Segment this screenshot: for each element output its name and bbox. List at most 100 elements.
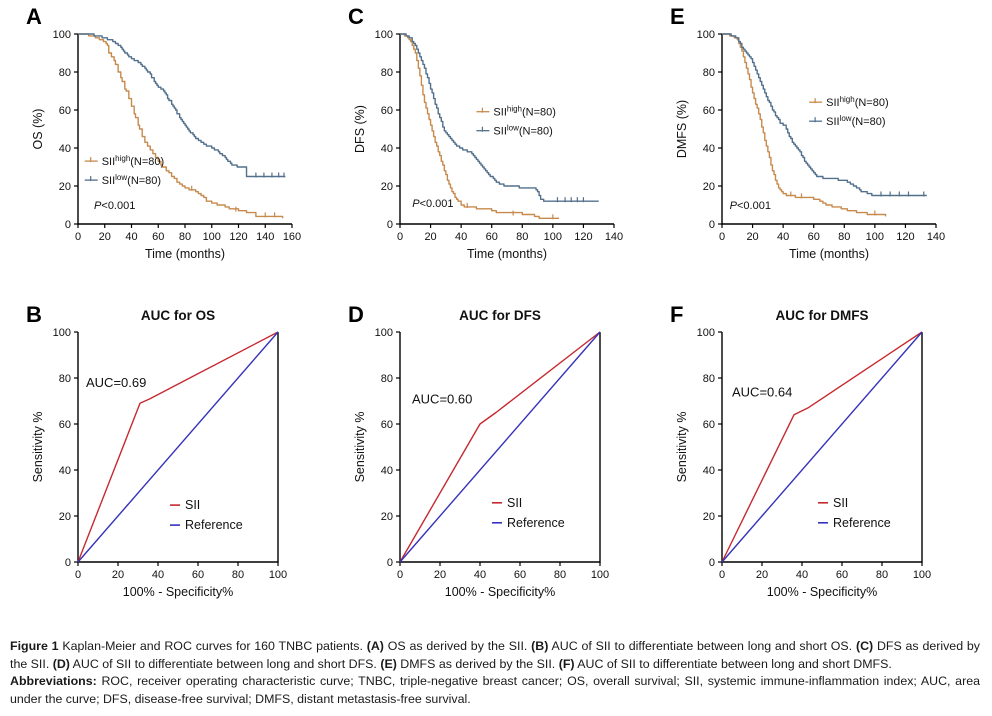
y-tick-label: 0 [387, 557, 393, 569]
x-tick-label: 40 [796, 569, 808, 581]
caption-text-segment: AUC of SII to differentiate between long… [574, 656, 892, 671]
x-tick-label: 20 [434, 569, 446, 581]
x-tick-label: 20 [756, 569, 768, 581]
axis-frame [77, 34, 292, 225]
x-tick-label: 100 [913, 569, 931, 581]
y-tick-label: 60 [703, 419, 715, 431]
y-tick-label: 100 [53, 327, 71, 339]
x-tick-label: 0 [719, 569, 725, 581]
x-tick-label: 160 [283, 231, 301, 243]
series-sii-high [78, 33, 284, 219]
caption-text-segment: ROC, receiver operating characteristic c… [10, 674, 980, 706]
x-tick-label: 0 [397, 569, 403, 581]
x-tick-label: 40 [152, 569, 164, 581]
series-sii-low [722, 33, 927, 197]
caption-main: Figure 1 Kaplan-Meier and ROC curves for… [10, 638, 980, 673]
x-axis-label: 100% - Specificity% [445, 585, 555, 599]
y-tick-label: 40 [703, 465, 715, 477]
y-tick-label: 100 [375, 29, 393, 41]
series-sii-low [78, 33, 286, 178]
series-sii [721, 331, 923, 563]
km-plot-C: 0 20 40 60 80 100 120 140 0 20 40 60 80 100 Time (mont… [353, 29, 623, 261]
auc-annotation: AUC=0.64 [732, 384, 792, 399]
y-tick-label: 80 [59, 373, 71, 385]
y-tick-label: 40 [59, 465, 71, 477]
panel-F: F 0 20 40 60 80 100 0 20 40 60 80 100 100% - Specifi… [658, 296, 980, 622]
legend-label: SIIlow(N=80) [826, 114, 885, 128]
x-tick-label: 40 [777, 231, 789, 243]
x-tick-label: 100 [591, 569, 609, 581]
y-axis-label: Sensitivity % [675, 412, 689, 483]
panel-letter-C: C [348, 4, 364, 29]
auc-annotation: AUC=0.60 [412, 391, 472, 406]
caption-text-segment: AUC of SII to differentiate between long… [69, 656, 381, 671]
x-tick-label: 80 [554, 569, 566, 581]
y-tick-label: 0 [387, 219, 393, 231]
y-tick-label: 20 [703, 181, 715, 193]
legend-label: SII [507, 496, 522, 510]
x-tick-label: 60 [152, 231, 164, 243]
x-axis-label: 100% - Specificity% [123, 585, 233, 599]
x-axis-label: Time (months) [467, 247, 547, 261]
panel-E: E 0 20 40 60 80 100 120 140 0 20 40 60 80 100 Time (mo… [658, 4, 980, 292]
x-tick-label: 60 [486, 231, 498, 243]
x-tick-label: 0 [719, 231, 725, 243]
x-axis-label: Time (months) [789, 247, 869, 261]
x-tick-label: 140 [256, 231, 274, 243]
panel-letter-A: A [26, 4, 42, 29]
panel-letter-E: E [670, 4, 685, 29]
caption-bold-segment: (F) [558, 656, 575, 671]
chart-title: AUC for OS [141, 308, 215, 323]
x-tick-label: 60 [836, 569, 848, 581]
x-tick-label: 80 [516, 231, 528, 243]
caption-text-segment: DMFS as derived by the SII. [396, 656, 559, 671]
y-tick-label: 100 [53, 29, 71, 41]
y-axis-label: DMFS (%) [675, 100, 689, 158]
series-sii-low [400, 33, 599, 202]
roc-plot-F: 0 20 40 60 80 100 0 20 40 60 80 100 100% - Specifici… [675, 308, 931, 599]
auc-annotation: AUC=0.69 [86, 375, 146, 390]
km-chart-os: 0 20 40 60 80 100 120 140 160 0 20 40 60 80 100 Time (m… [14, 4, 336, 292]
panel-letter-B: B [26, 302, 42, 327]
caption-bold-segment: Abbreviations: [10, 674, 102, 689]
x-tick-label: 20 [99, 231, 111, 243]
x-tick-label: 100 [866, 231, 884, 243]
series-reference [77, 331, 279, 563]
y-axis-label: OS (%) [31, 109, 45, 150]
p-value: P<0.001 [94, 200, 135, 212]
y-tick-label: 40 [381, 465, 393, 477]
x-tick-label: 20 [746, 231, 758, 243]
panel-A: A 0 20 40 60 80 100 120 140 160 0 20 40 60 80 100 Time … [14, 4, 336, 292]
series-sii [399, 331, 601, 563]
y-tick-label: 20 [59, 511, 71, 523]
panel-B: B 0 20 40 60 80 100 0 20 40 60 80 100 100% - Specifi… [14, 296, 336, 622]
y-axis-label: DFS (%) [353, 105, 367, 153]
axis-frame [721, 332, 923, 563]
caption-bold-segment: (D) [52, 656, 70, 671]
y-tick-label: 40 [703, 143, 715, 155]
x-tick-label: 20 [424, 231, 436, 243]
x-tick-label: 100 [544, 231, 562, 243]
x-axis-label: Time (months) [145, 247, 225, 261]
y-tick-label: 60 [381, 105, 393, 117]
y-tick-label: 100 [697, 327, 715, 339]
x-tick-label: 120 [574, 231, 592, 243]
caption-bold-segment: (E) [380, 656, 397, 671]
y-tick-label: 100 [697, 29, 715, 41]
p-value: P<0.001 [412, 198, 453, 210]
caption-text-segment: DFS as derived by the SII. [10, 639, 980, 671]
y-tick-label: 40 [381, 143, 393, 155]
legend-label: Reference [507, 516, 565, 530]
x-tick-label: 40 [455, 231, 467, 243]
y-tick-label: 0 [65, 557, 71, 569]
km-chart-dmfs: 0 20 40 60 80 100 120 140 0 20 40 60 80 100 Time (mont… [658, 4, 980, 292]
y-tick-label: 0 [709, 219, 715, 231]
caption-text-segment: AUC of SII to differentiate between long… [548, 639, 856, 653]
series-sii [77, 331, 279, 563]
axis-frame [77, 332, 279, 563]
y-tick-label: 0 [65, 219, 71, 231]
x-tick-label: 100 [203, 231, 221, 243]
x-tick-label: 60 [808, 231, 820, 243]
x-tick-label: 140 [927, 231, 945, 243]
x-tick-label: 60 [514, 569, 526, 581]
